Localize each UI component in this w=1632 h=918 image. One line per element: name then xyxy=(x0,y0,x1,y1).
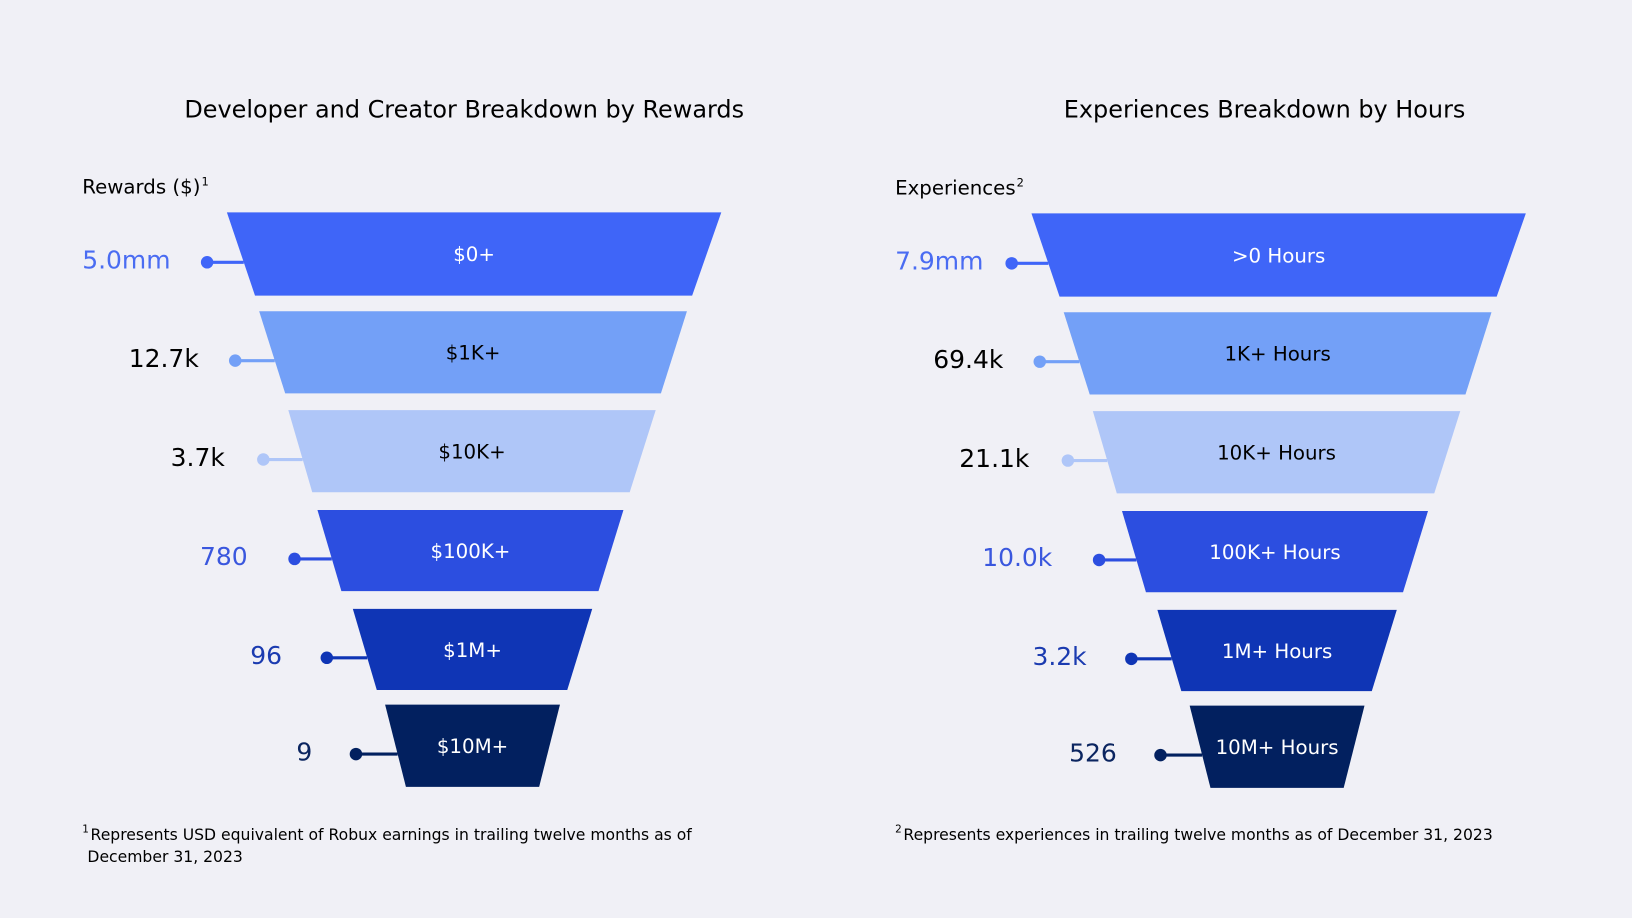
connector-dot xyxy=(288,552,301,566)
axis-label: Experiences xyxy=(895,177,1016,200)
funnel-stage xyxy=(352,608,593,691)
stage-label: 10K+ Hours xyxy=(1217,442,1336,465)
stage-label: $1K+ xyxy=(446,342,501,365)
chart-title: Developer and Creator Breakdown by Rewar… xyxy=(184,96,744,124)
stage-label: 100K+ Hours xyxy=(1209,541,1340,564)
stage-label: $10M+ xyxy=(437,735,508,758)
stage-value: 10.0k xyxy=(982,543,1053,572)
funnel-stage xyxy=(226,212,722,296)
connector-dot xyxy=(320,651,334,665)
footnote-mark: 1 xyxy=(82,824,89,836)
stage-value: 21.1k xyxy=(959,444,1030,473)
axis-label: Rewards ($) xyxy=(82,176,200,199)
stage-value: 3.7k xyxy=(171,443,226,472)
stage-label: 1K+ Hours xyxy=(1224,343,1330,366)
stage-value: 7.9mm xyxy=(895,247,983,276)
connector-dot xyxy=(200,256,214,269)
axis-label-superscript: 1 xyxy=(201,174,208,188)
connector-dot xyxy=(1005,257,1018,270)
funnel-stage xyxy=(1063,312,1492,395)
stage-label: >0 Hours xyxy=(1232,244,1325,267)
stage-value: 3.2k xyxy=(1032,642,1087,671)
stage-value: 780 xyxy=(200,542,248,571)
stage-value: 96 xyxy=(250,641,282,670)
stage-value: 526 xyxy=(1069,738,1117,767)
connector-dot xyxy=(349,747,363,761)
funnel-stage xyxy=(1157,609,1397,692)
funnel-stage xyxy=(1189,705,1365,788)
stage-label: $100K+ xyxy=(431,540,511,563)
funnel-stage xyxy=(288,410,656,493)
stage-value: 69.4k xyxy=(933,345,1004,374)
funnel-stage xyxy=(385,704,560,787)
chart-title: Experiences Breakdown by Hours xyxy=(1064,96,1466,124)
funnel-stage xyxy=(1092,411,1461,494)
footnote-text: Represents USD equivalent of Robux earni… xyxy=(91,826,693,844)
footnote-text: Represents experiences in trailing twelv… xyxy=(903,826,1492,844)
funnel-stage xyxy=(259,311,687,394)
funnel-stage xyxy=(1122,511,1428,593)
footnote-mark: 2 xyxy=(895,824,902,836)
connector-dot xyxy=(1125,652,1138,666)
stage-label: $0+ xyxy=(453,243,495,266)
funnel-stage xyxy=(1031,213,1526,297)
connector-dot xyxy=(257,453,270,466)
connector-dot xyxy=(228,354,242,367)
funnel-stage xyxy=(317,510,624,592)
connector-dot xyxy=(1092,553,1106,567)
stage-value: 5.0mm xyxy=(82,246,170,275)
connector-dot xyxy=(1154,748,1167,762)
stage-value: 12.7k xyxy=(129,344,200,373)
stage-label: $1M+ xyxy=(443,639,502,662)
stage-label: 1M+ Hours xyxy=(1222,640,1332,663)
axis-label-superscript: 2 xyxy=(1017,175,1024,189)
connector-dot xyxy=(1033,355,1047,368)
stage-label: 10M+ Hours xyxy=(1216,736,1339,759)
connector-dot xyxy=(1061,454,1075,467)
footnote-text: December 31, 2023 xyxy=(87,848,242,866)
stage-label: $10K+ xyxy=(438,440,505,463)
stage-value: 9 xyxy=(296,737,312,766)
